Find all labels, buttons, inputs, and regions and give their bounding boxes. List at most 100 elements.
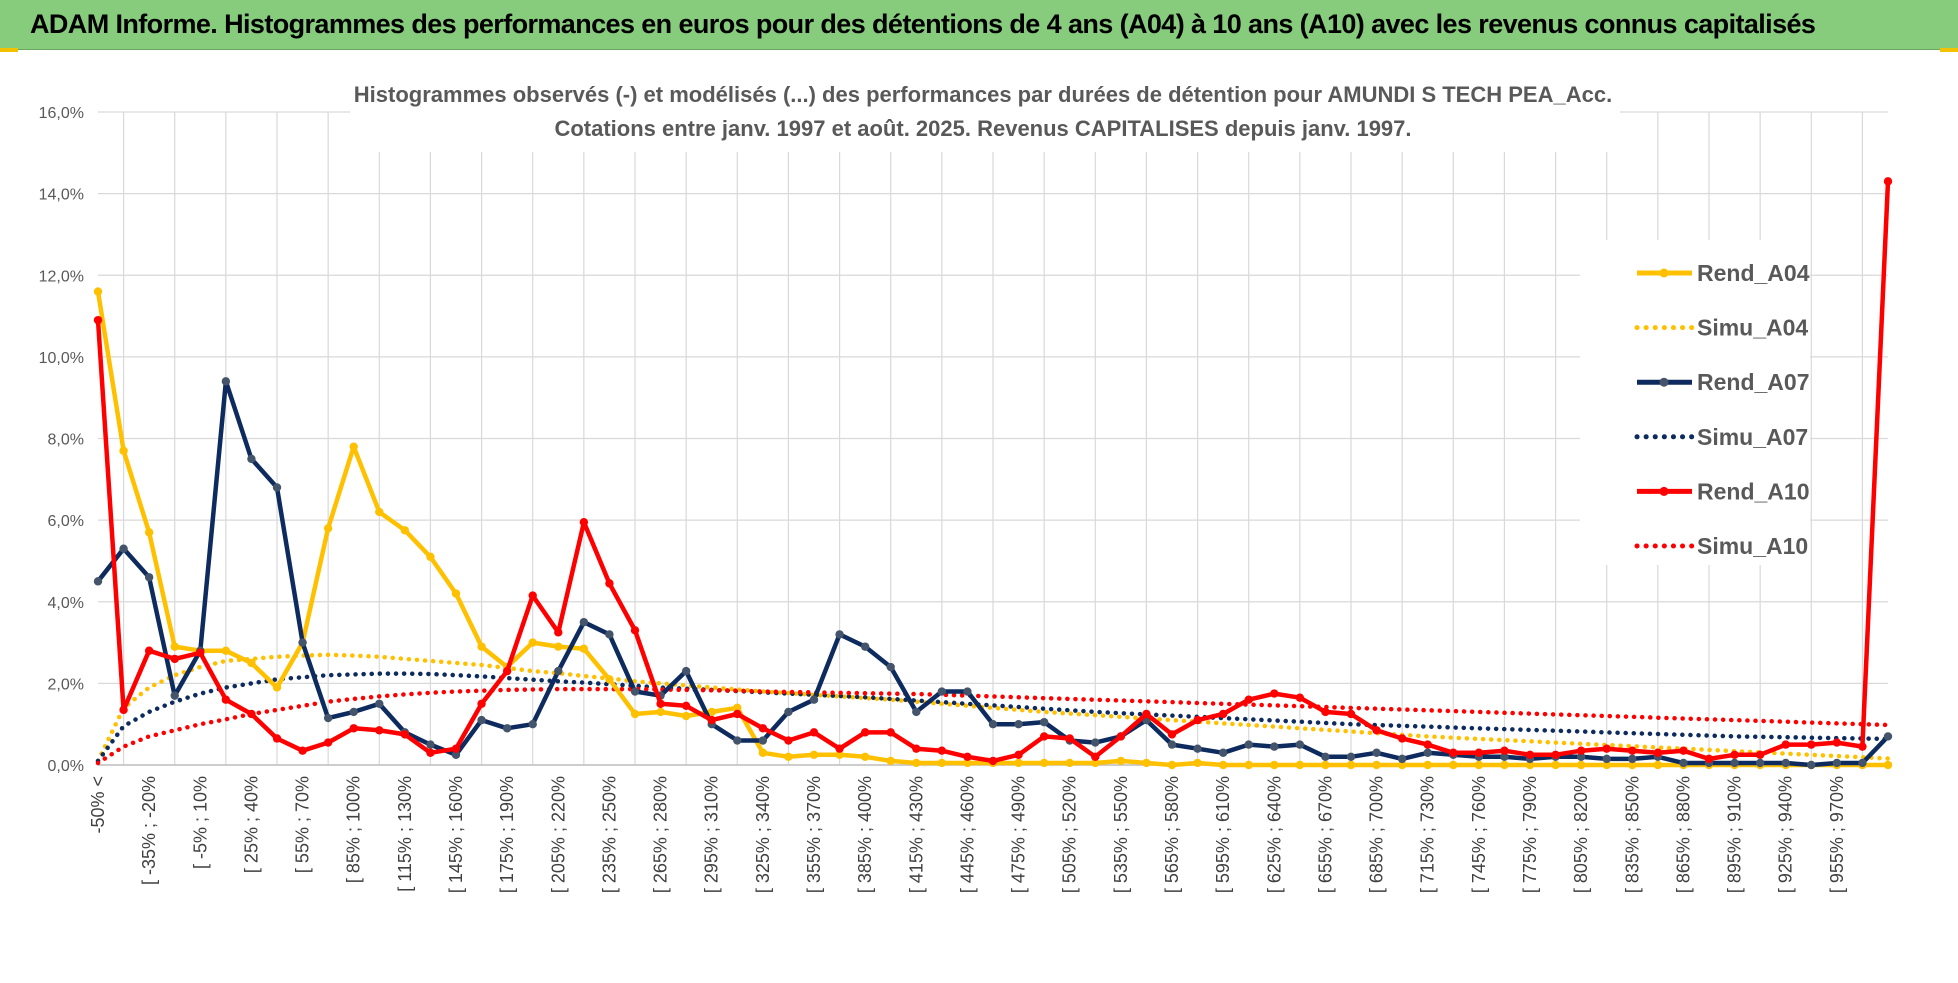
data-point (758, 724, 768, 733)
legend-marker (1659, 377, 1669, 387)
data-point (1218, 760, 1228, 770)
data-point (784, 752, 793, 762)
legend-background (1580, 240, 1810, 565)
data-point (1423, 748, 1432, 757)
data-point (1576, 752, 1586, 762)
data-point (1730, 758, 1739, 768)
data-point (579, 644, 589, 653)
data-point (656, 707, 665, 717)
data-point (579, 517, 589, 527)
data-point (681, 666, 691, 676)
data-point (937, 746, 947, 755)
data-point (528, 638, 537, 647)
data-point (323, 713, 333, 723)
data-point (477, 715, 486, 725)
data-point (144, 646, 154, 655)
data-point (1474, 748, 1484, 757)
data-point (119, 446, 128, 455)
data-point (886, 662, 895, 672)
data-point (1014, 758, 1023, 768)
data-point (170, 642, 179, 651)
data-point (1244, 740, 1253, 749)
data-point (963, 758, 972, 768)
data-point (1628, 754, 1637, 764)
data-point (1551, 760, 1560, 770)
data-point (988, 719, 998, 729)
histogram-chart: 0,0% 2,0% 4,0% 6,0% 8,0% 10,0% 12,0% 14,0% 16,0%… (39, 72, 1893, 893)
x-tick-label: [ 175% ; 190% (497, 776, 517, 893)
data-point (1807, 740, 1816, 749)
x-axis-ticks: -50% < [ -35% ; -20% [ -5% ; 10% [ 25% ; 40… (88, 776, 1847, 893)
x-tick-label: [ 835% ; 850% (1622, 776, 1642, 893)
data-point (809, 750, 819, 759)
data-point (1883, 760, 1893, 770)
y-tick-label: 10,0% (39, 350, 84, 367)
data-point (860, 728, 870, 737)
data-point (937, 687, 947, 696)
data-point (784, 707, 793, 717)
x-tick-label: [ 715% ; 730% (1418, 776, 1438, 893)
data-point (912, 707, 921, 717)
data-point (1397, 760, 1407, 770)
data-point (144, 573, 154, 582)
data-point (1449, 760, 1458, 770)
data-point (400, 730, 410, 739)
data-point (1270, 689, 1279, 698)
data-point (886, 756, 895, 766)
data-point (196, 648, 205, 657)
x-tick-label: [ 805% ; 820% (1571, 776, 1591, 893)
x-tick-label: [ 925% ; 940% (1776, 776, 1796, 893)
data-point (170, 691, 179, 700)
data-point (1602, 754, 1611, 764)
data-point (1039, 717, 1049, 727)
data-point (1014, 719, 1023, 729)
data-point (221, 695, 231, 704)
data-point (707, 707, 716, 717)
data-point (630, 687, 640, 696)
legend-label: Rend_A04 (1697, 260, 1810, 286)
data-point (477, 699, 486, 708)
data-point (681, 711, 691, 721)
data-point (605, 675, 614, 684)
data-point (1193, 744, 1202, 753)
data-point (1346, 709, 1356, 719)
y-tick-label: 14,0% (39, 187, 84, 204)
data-point (119, 544, 128, 553)
data-point (1039, 758, 1049, 768)
x-tick-label: [ 235% ; 250% (599, 776, 619, 893)
y-tick-label: 12,0% (39, 268, 84, 285)
x-tick-label: [ 865% ; 880% (1673, 776, 1693, 893)
data-point (1091, 758, 1100, 768)
data-point (1218, 709, 1228, 719)
data-point (1397, 734, 1407, 743)
report-title-banner: ADAM Informe. Histogrammes des performan… (0, 0, 1958, 50)
data-point (1781, 740, 1790, 749)
data-point (1116, 732, 1126, 741)
data-point (605, 630, 614, 639)
x-tick-label: [ 115% ; 130% (395, 776, 415, 892)
x-tick-label: [ 415% ; 430% (906, 776, 926, 893)
data-point (937, 758, 947, 768)
data-point (809, 695, 819, 704)
x-tick-label: [ 535% ; 550% (1111, 776, 1131, 893)
x-tick-label: [ 325% ; 340% (753, 776, 773, 893)
data-point (221, 646, 231, 655)
data-point (554, 666, 563, 676)
data-point (1091, 738, 1100, 747)
data-point (1372, 748, 1381, 757)
y-axis-ticks: 0,0% 2,0% 4,0% 6,0% 8,0% 10,0% 12,0% 14,0% 16,0% (39, 105, 84, 775)
data-point (656, 699, 665, 708)
data-point (1704, 754, 1714, 764)
data-point (1602, 744, 1611, 753)
data-point (1423, 760, 1432, 770)
series-lines (93, 177, 1893, 770)
chart-title-line1: Histogrammes observés (-) et modélisés (… (354, 82, 1612, 107)
x-tick-label: [ 55% ; 70% (293, 776, 313, 873)
y-tick-label: 0,0% (48, 758, 84, 775)
x-tick-label: [ 595% ; 610% (1213, 776, 1233, 893)
x-tick-label: [ 775% ; 790% (1520, 776, 1540, 893)
data-point (1167, 760, 1177, 770)
data-point (1781, 758, 1790, 768)
x-tick-label: [ 25% ; 40% (241, 776, 261, 873)
legend-marker (1659, 486, 1669, 496)
